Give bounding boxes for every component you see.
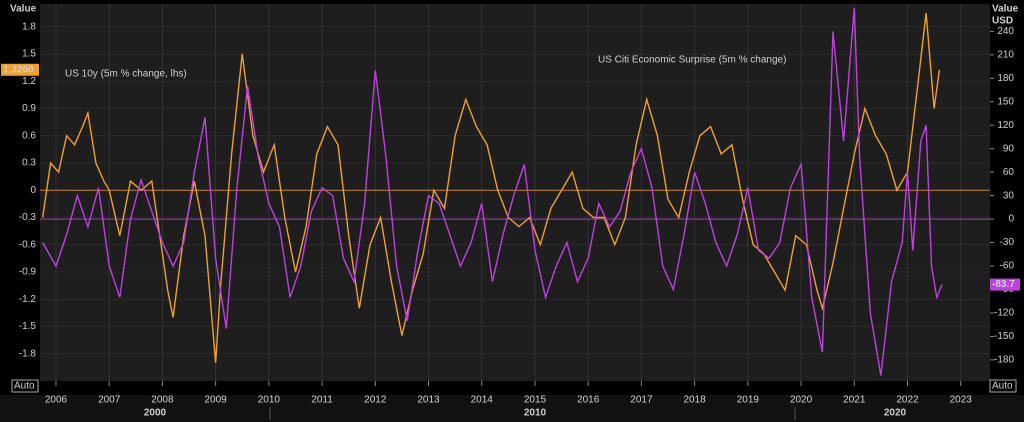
y2-tick-label: 150 <box>997 96 1014 107</box>
y-tick-label: 1.8 <box>22 21 36 32</box>
axis-mode[interactable]: Auto <box>992 381 1013 392</box>
y2-tick-label: -30 <box>1000 237 1015 248</box>
series-line <box>42 13 941 363</box>
x-tick-label: 2016 <box>577 395 600 406</box>
x-tick-label: 2018 <box>683 395 706 406</box>
y-tick-label: -0.9 <box>19 267 37 278</box>
y-tick-label: 0.9 <box>22 103 36 114</box>
y-tick-label: 1.2 <box>22 76 36 87</box>
x-tick-label: 2019 <box>737 395 760 406</box>
y2-tick-label: -60 <box>1000 261 1015 272</box>
x-tick-label: 2007 <box>98 395 121 406</box>
axis-mode[interactable]: Auto <box>14 381 35 392</box>
x-tick-label: 2023 <box>950 395 973 406</box>
last-value-box <box>990 278 1020 291</box>
legend-entry: US Citi Economic Surprise (5m % change) <box>598 55 786 66</box>
y2-tick-label: 240 <box>997 26 1014 37</box>
auto-box[interactable] <box>11 379 39 393</box>
x-tick-label: 2006 <box>45 395 68 406</box>
y2-tick-label: 30 <box>1003 190 1015 201</box>
y2-tick-label: 210 <box>997 49 1014 60</box>
y-tick-label: 0.6 <box>22 130 36 141</box>
x-tick-label: 2021 <box>843 395 866 406</box>
y2-tick-label: 0 <box>1008 214 1014 225</box>
x-tick-label: 2010 <box>258 395 281 406</box>
y-tick-label: -1.8 <box>19 348 37 359</box>
y-axis-label: Value <box>10 4 37 15</box>
y2-tick-label: 180 <box>997 73 1014 84</box>
y2-tick-label: 90 <box>1003 143 1015 154</box>
last-value-box <box>1 63 39 76</box>
series-line <box>42 7 943 376</box>
y-tick-label: -1.2 <box>19 294 37 305</box>
x-axis-strip <box>0 395 1024 422</box>
legend-entry: US 10y (5m % change, lhs) <box>65 69 187 80</box>
decade-label: 2000 <box>144 408 167 419</box>
last-value-label: 1.3260 <box>3 64 34 75</box>
auto-box[interactable] <box>989 379 1017 393</box>
x-tick-label: 2013 <box>417 395 440 406</box>
y2-tick-label: -120 <box>994 308 1014 319</box>
y2-axis-label: Value <box>992 4 1019 15</box>
decade-label: 2020 <box>884 408 907 419</box>
y-tick-label: -0.6 <box>19 239 37 250</box>
y-tick-label: -1.5 <box>19 321 37 332</box>
y-tick-label: 0.3 <box>22 158 36 169</box>
x-tick-label: 2012 <box>364 395 387 406</box>
x-tick-label: 2020 <box>790 395 813 406</box>
x-tick-label: 2014 <box>471 395 494 406</box>
decade-label: 2010 <box>524 408 547 419</box>
y2-tick-label: 120 <box>997 120 1014 131</box>
x-tick-label: 2009 <box>205 395 228 406</box>
y-tick-label: 0 <box>30 185 36 196</box>
last-value-label: -83.7 <box>992 279 1015 290</box>
x-tick-label: 2022 <box>896 395 919 406</box>
y2-tick-label: 60 <box>1003 167 1015 178</box>
y2-tick-label: -150 <box>994 331 1014 342</box>
y-tick-label: -0.3 <box>19 212 37 223</box>
x-tick-label: 2011 <box>311 395 333 406</box>
x-tick-label: 2015 <box>524 395 547 406</box>
y2-unit: USD <box>992 16 1013 27</box>
x-tick-label: 2017 <box>630 395 653 406</box>
x-tick-label: 2008 <box>151 395 174 406</box>
y-tick-label: 1.5 <box>22 49 36 60</box>
y2-tick-label: -180 <box>994 355 1014 366</box>
